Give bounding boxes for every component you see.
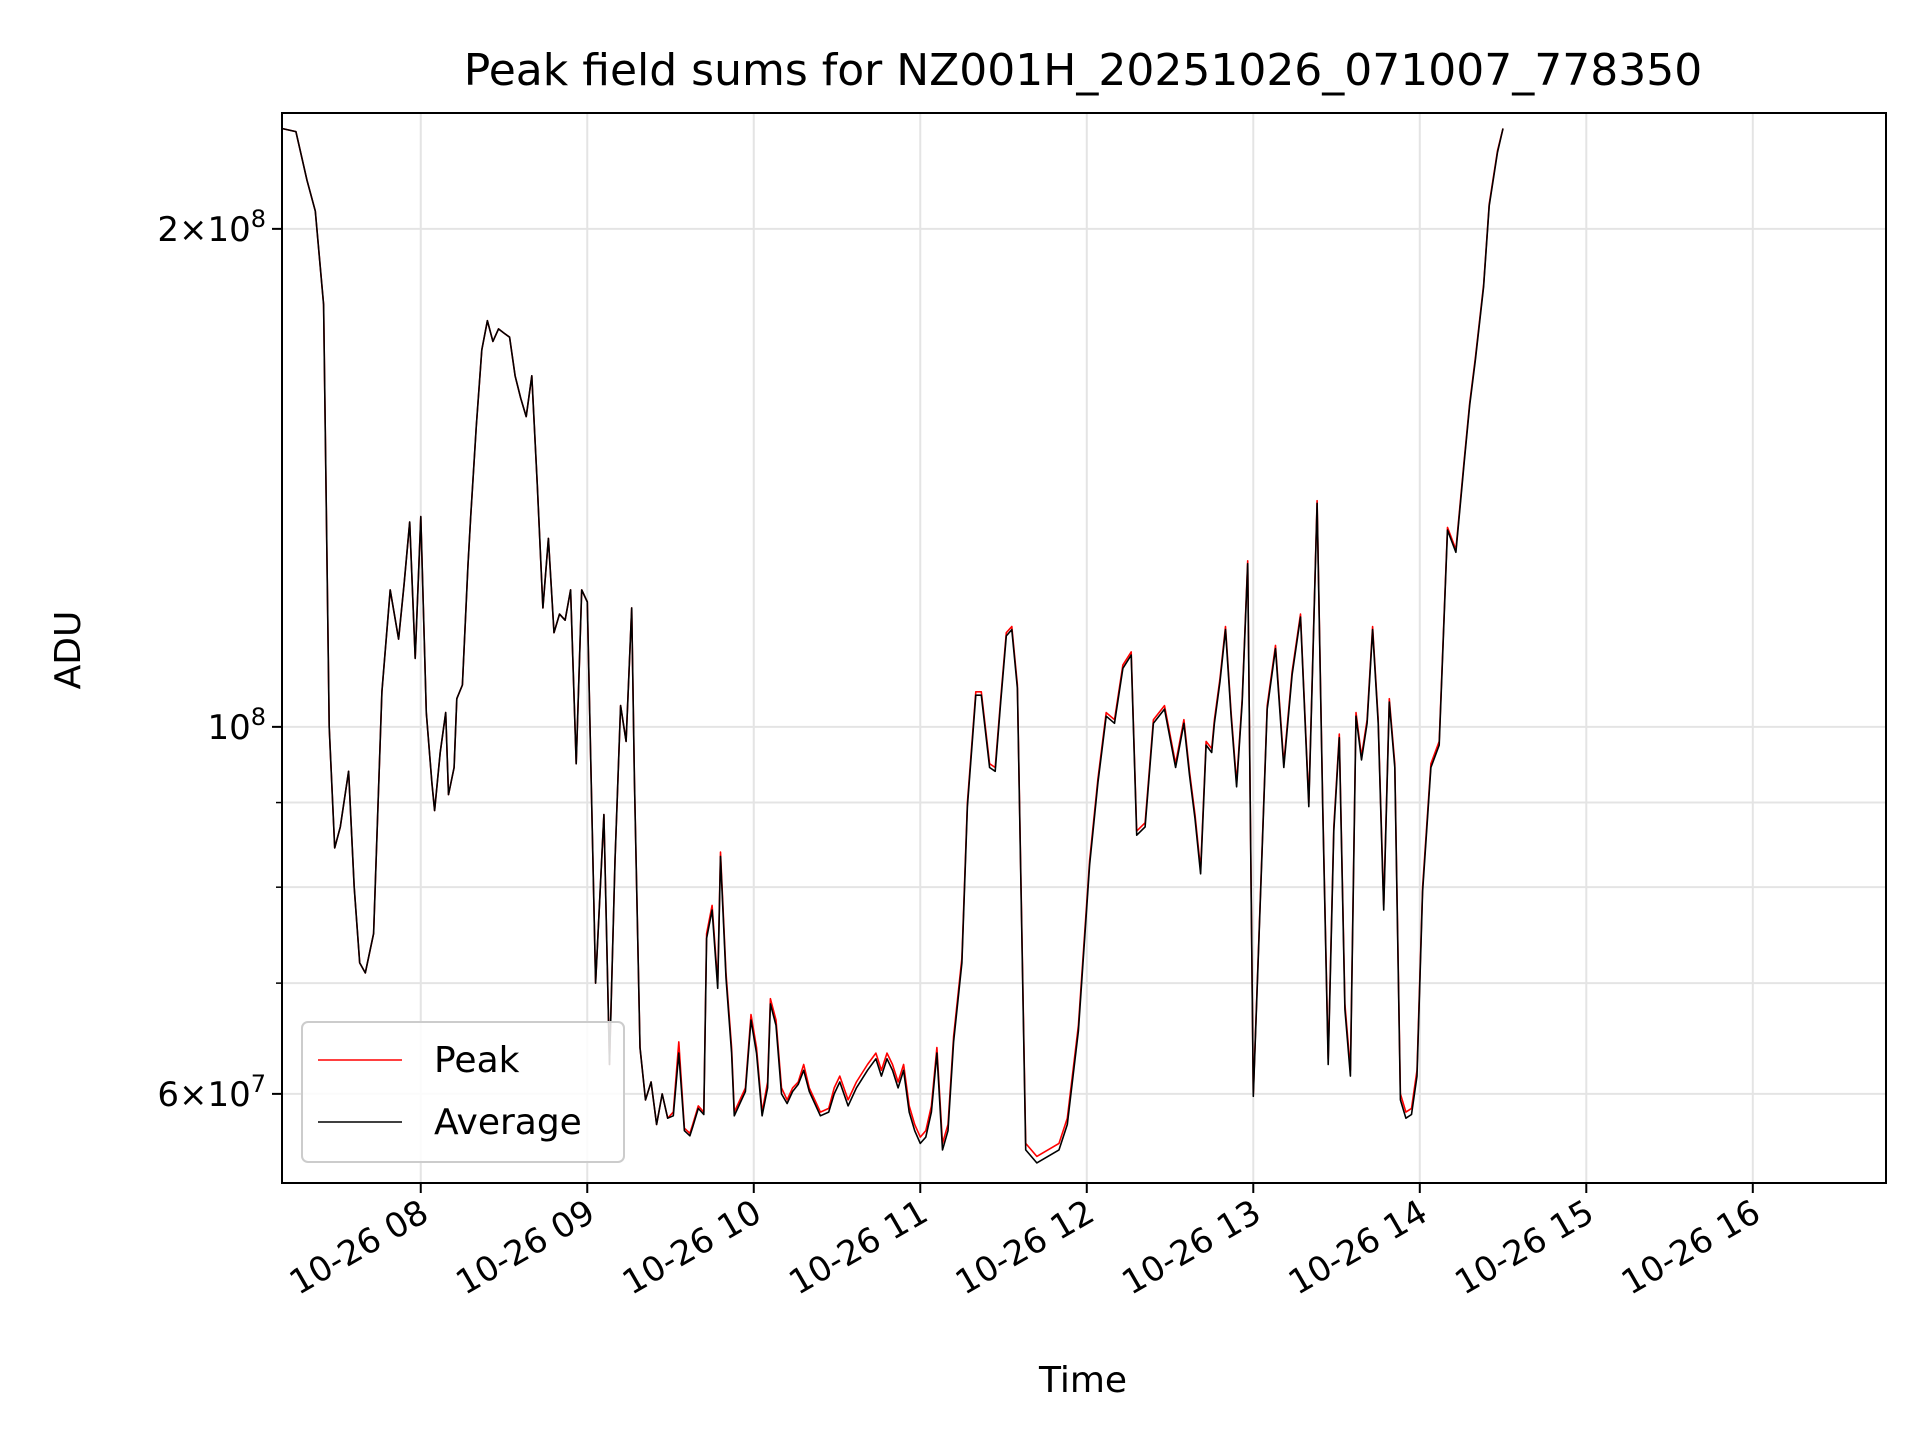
y-tick-label: 108 — [207, 703, 266, 748]
y-tick-exponent: 7 — [251, 1070, 266, 1098]
y-tick-exponent: 8 — [251, 205, 266, 233]
legend: Peak Average — [301, 1021, 625, 1163]
grid-lines — [282, 113, 1886, 1183]
chart-title: Peak field sums for NZ001H_20251026_0710… — [464, 45, 1702, 96]
y-tick-exponent: 8 — [251, 703, 266, 731]
legend-label-peak: Peak — [434, 1040, 520, 1081]
y-tick-label: 2×108 — [157, 205, 266, 250]
series-lines — [281, 127, 1504, 1164]
y-tick-base: 6 — [157, 1075, 179, 1115]
y-axis: 6×107 108 2×108 — [157, 205, 282, 1115]
y-tick-base: 2 — [157, 210, 179, 250]
y-axis-label: ADU — [48, 611, 89, 690]
x-axis-label: Time — [1038, 1360, 1127, 1401]
plot-frame — [281, 112, 1887, 1184]
legend-box — [301, 1021, 625, 1163]
y-tick-label: 6×107 — [157, 1070, 266, 1115]
series-line-average — [281, 127, 1504, 1164]
legend-label-average: Average — [434, 1102, 582, 1143]
